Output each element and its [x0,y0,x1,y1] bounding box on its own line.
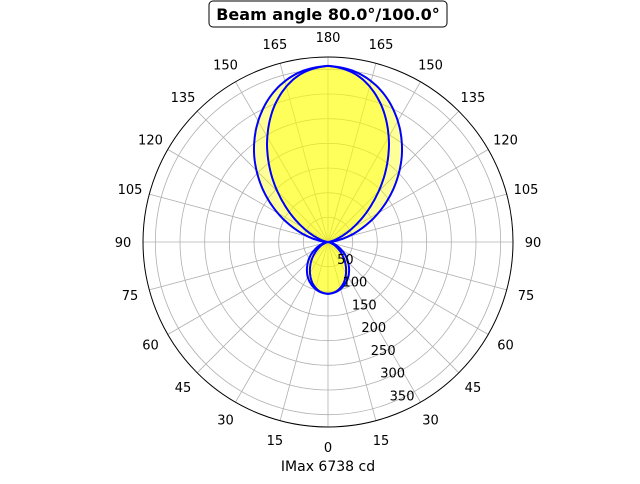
angle-tick-label: 45 [175,381,192,396]
angle-gridline [327,241,507,291]
angle-tick-label: 135 [171,91,196,106]
series-line-1 [265,64,391,295]
chart-title: Beam angle 80.0°/100.0° [216,5,440,24]
angle-gridline [327,241,421,403]
series-fill-1 [267,65,389,294]
angle-gridline [235,241,329,403]
series-lines [253,64,403,295]
radial-tick-label: 100 [342,276,367,291]
angle-tick-labels: 0 15 15 30 30 45 45 60 60 75 75 90 90 105 105 120 120 135… [115,31,542,456]
angle-gridline [327,63,377,243]
angle-gridline [327,241,460,374]
angle-tick-label: 165 [263,38,288,53]
angle-tick-label: 180 [316,31,341,46]
angle-tick-label: 165 [369,38,394,53]
angle-gridline [327,193,507,243]
angle-tick-label: 90 [525,236,542,251]
angle-tick-label: 60 [142,339,159,354]
angle-tick-label: 15 [373,434,390,449]
radial-tick-label: 300 [380,367,405,382]
series-fill-0 [254,65,402,294]
angle-tick-label: 150 [418,58,443,73]
angle-gridline [196,110,329,243]
angle-tick-label: 90 [115,236,132,251]
angle-gridline [327,241,377,421]
angle-tick-label: 60 [497,339,514,354]
angle-tick-label: 0 [324,441,332,456]
angle-tick-label: 135 [461,91,486,106]
series-fills [254,65,402,294]
angle-tick-label: 120 [138,134,163,149]
radial-tick-label: 350 [390,390,415,405]
radial-tick-label: 50 [337,253,354,268]
x-axis-label: IMax 6738 cd [281,459,375,475]
angle-gridline [327,81,421,243]
title-box: Beam angle 80.0°/100.0° [208,0,448,28]
angle-tick-label: 30 [422,414,439,429]
angle-tick-label: 105 [118,183,143,198]
radial-tick-label: 200 [361,321,386,336]
angle-tick-label: 75 [122,289,139,304]
angle-gridline [149,193,329,243]
angle-gridline [327,241,489,335]
angle-tick-label: 105 [514,183,539,198]
angle-tick-label: 120 [493,134,518,149]
angle-tick-label: 150 [213,58,238,73]
angle-gridline [279,241,329,421]
radial-tick-labels: 50 100 150 200 250 300 350 [337,253,414,405]
angle-tick-label: 15 [267,434,284,449]
radial-tick-label: 250 [371,344,396,359]
polar-frame [142,56,514,428]
angle-gridline [235,81,329,243]
angle-tick-label: 30 [217,414,234,429]
angle-gridline [149,241,329,291]
angle-tick-label: 45 [465,381,482,396]
angle-gridline [327,110,460,243]
angle-gridline [196,241,329,374]
angle-gridline [279,63,329,243]
angle-gridline [167,241,329,335]
angle-tick-label: 75 [518,289,535,304]
radial-tick-label: 150 [352,298,377,313]
